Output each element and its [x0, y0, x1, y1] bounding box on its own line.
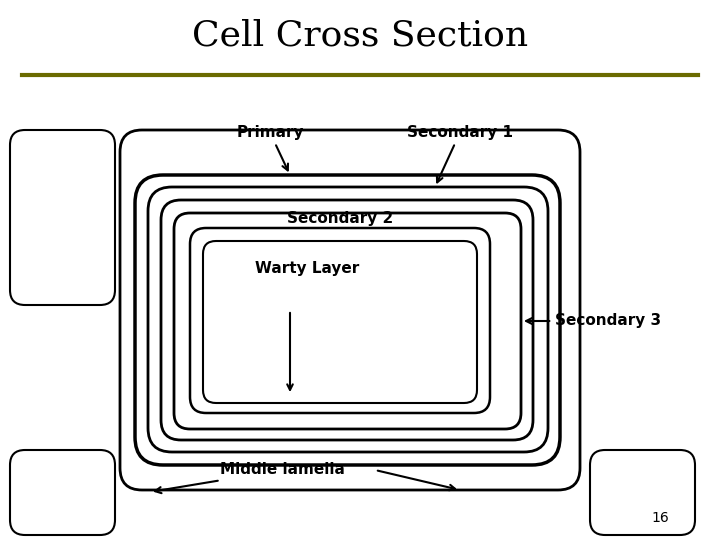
Text: Secondary 3: Secondary 3 [526, 314, 661, 328]
Text: Middle lamella: Middle lamella [155, 462, 345, 493]
Text: 16: 16 [651, 511, 669, 525]
Text: Secondary 1: Secondary 1 [407, 125, 513, 183]
Text: Secondary 2: Secondary 2 [287, 211, 393, 226]
Text: Warty Layer: Warty Layer [255, 260, 359, 275]
Text: Primary: Primary [236, 125, 304, 171]
Text: Cell Cross Section: Cell Cross Section [192, 18, 528, 52]
